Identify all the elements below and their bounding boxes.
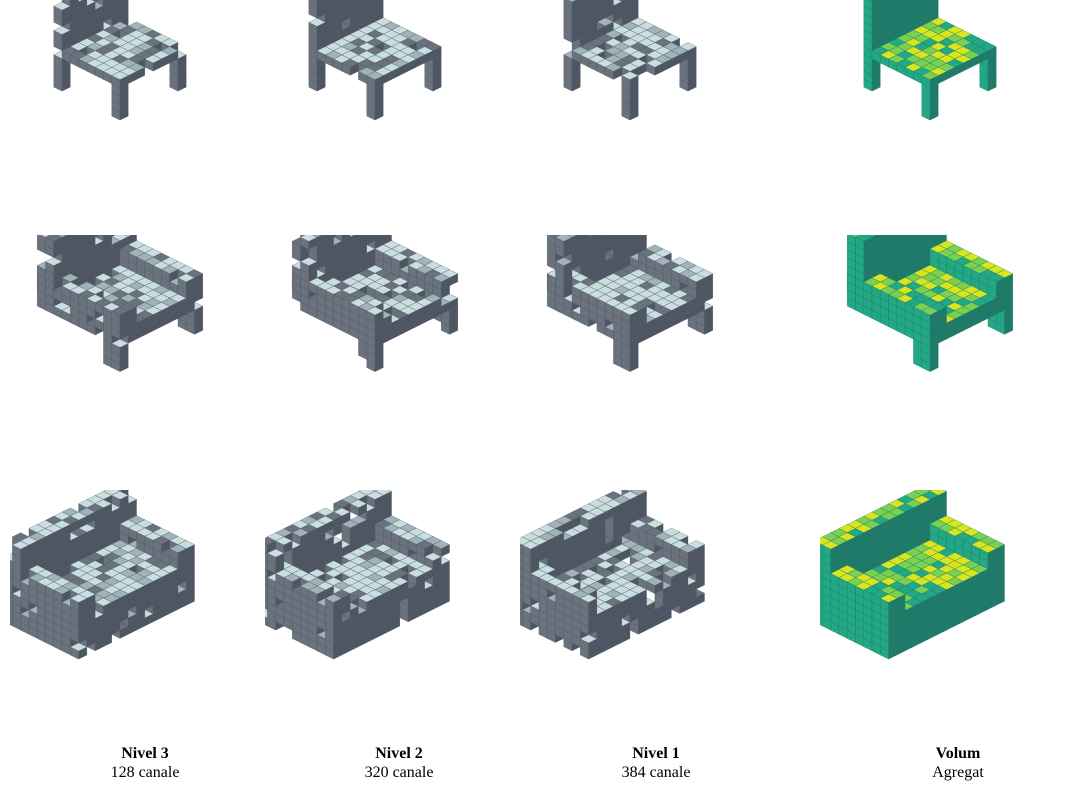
voxel-face (855, 235, 873, 242)
voxel-face (300, 235, 318, 242)
voxel-group (36, 235, 204, 372)
voxel-face (152, 536, 171, 545)
voxel-svg (308, 0, 442, 121)
voxel-face (366, 306, 384, 316)
voxel-render-sofa-col1 (10, 490, 260, 718)
voxel-face (111, 306, 129, 316)
voxel-group (10, 490, 195, 660)
voxel-group (53, 0, 187, 121)
voxel-face (316, 0, 322, 3)
voxel-face (308, 18, 326, 27)
voxel-figure-grid (10, 0, 1070, 718)
voxel-render-armchair-col3 (520, 235, 770, 463)
voxel-face (621, 63, 639, 72)
voxel-render-armchair-col2 (265, 235, 515, 463)
voxel-group (563, 0, 697, 121)
voxel-face (45, 235, 63, 242)
voxel-face (45, 257, 63, 266)
voxel-face (161, 265, 179, 274)
voxel-face (53, 26, 71, 35)
voxel-face (111, 339, 129, 348)
voxel-face (391, 252, 409, 262)
voxel-svg (10, 490, 195, 660)
voxel-face (646, 58, 664, 68)
voxel-svg (563, 0, 697, 121)
voxel-face (177, 273, 195, 283)
voxel-face (366, 71, 384, 80)
voxel-face (144, 54, 162, 64)
voxel-svg (53, 0, 187, 121)
voxel-face (111, 491, 129, 500)
voxel-face (621, 306, 639, 316)
voxel-face (621, 71, 639, 80)
voxel-face (53, 1, 71, 11)
voxel-face (987, 273, 1005, 283)
voxel-face (300, 257, 318, 266)
voxel-svg (863, 0, 997, 121)
voxel-face (604, 63, 623, 72)
voxel-group (546, 235, 714, 372)
voxel-face (432, 273, 450, 283)
voxel-face (871, 0, 877, 3)
voxel-group (846, 235, 1014, 372)
voxel-face (687, 273, 705, 283)
voxel-svg (846, 235, 1014, 372)
voxel-group (308, 0, 442, 121)
voxel-group (863, 0, 997, 121)
voxel-face (555, 235, 573, 242)
voxel-group (291, 235, 459, 372)
voxel-face (567, 0, 577, 3)
voxel-face (341, 58, 359, 68)
voxel-svg (36, 235, 204, 372)
voxel-svg (546, 235, 714, 372)
voxel-face (161, 38, 179, 47)
voxel-render-armchair-col4 (820, 235, 1070, 463)
voxel-face (111, 71, 129, 80)
voxel-face (921, 306, 939, 316)
voxel-render-armchair-col1 (10, 235, 260, 463)
voxel-face (921, 71, 939, 80)
voxel-face (555, 257, 573, 266)
voxel-svg (291, 235, 459, 372)
voxel-face (374, 285, 392, 295)
voxel-render-chair-col1 (10, 0, 260, 228)
voxel-face (61, 273, 79, 283)
voxel-render-chair-col3 (520, 0, 770, 228)
voxel-render-chair-col4 (820, 0, 1070, 228)
voxel-render-chair-col2 (265, 0, 515, 228)
